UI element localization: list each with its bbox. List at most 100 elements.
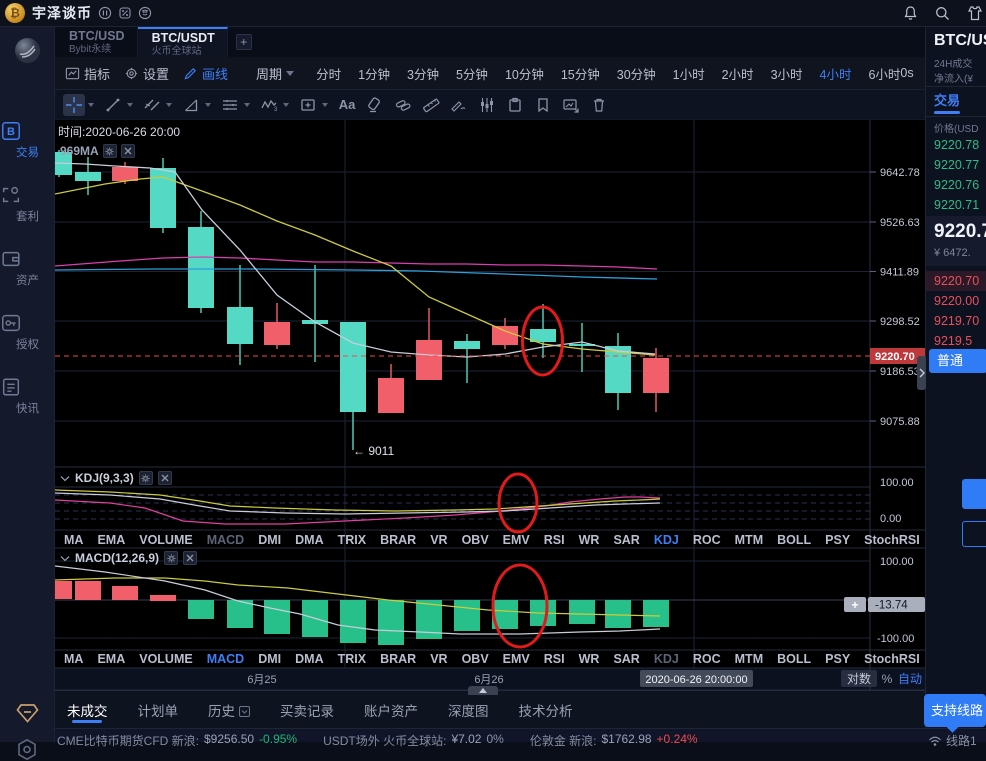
sidebar-item-trade[interactable]: B 交易	[0, 120, 55, 160]
macd-settings-gear-icon[interactable]	[164, 551, 179, 565]
indicator-button[interactable]: 指标	[65, 64, 110, 83]
trade-tab[interactable]: 交易	[934, 93, 961, 108]
timeframe-option-8[interactable]: 2小时	[721, 67, 754, 82]
indicator-tab-obv[interactable]: OBV	[461, 652, 489, 666]
bell-icon[interactable]	[902, 5, 919, 22]
wave-tool[interactable]: 3	[258, 94, 280, 116]
indicator-tab-wr[interactable]: WR	[578, 533, 600, 547]
sidebar-item-arbitrage[interactable]: 套利	[0, 184, 55, 224]
settings-button[interactable]: 设置	[124, 64, 169, 83]
timeframe-option-7[interactable]: 1小时	[672, 67, 705, 82]
indicator-tab-obv[interactable]: OBV	[461, 533, 489, 547]
chart-area[interactable]: 9642.78 9526.63 9411.89 9298.52 9186.53 9075.…	[55, 120, 986, 690]
macd-close-icon[interactable]	[183, 551, 198, 565]
chevron-down-icon[interactable]	[88, 102, 94, 107]
bid-price-row[interactable]: 9219.5	[934, 334, 973, 348]
chevron-down-icon[interactable]	[166, 102, 172, 107]
timeframe-option-6[interactable]: 30分钟	[616, 67, 656, 82]
indicator-tab-brar[interactable]: BRAR	[380, 533, 417, 547]
bid-price-row[interactable]: 9219.70	[934, 314, 980, 328]
indicator-tab-boll[interactable]: BOLL	[777, 652, 812, 666]
indicator-tab-trix[interactable]: TRIX	[337, 652, 367, 666]
indicator-tab-mtm[interactable]: MTM	[734, 652, 764, 666]
bid-price-row[interactable]: 9220.70	[926, 271, 986, 291]
indicator-tab-emv[interactable]: EMV	[502, 652, 530, 666]
indicator-tab-macd[interactable]: MACD	[206, 652, 245, 666]
indicator-tab-sar[interactable]: SAR	[613, 533, 640, 547]
buy-action-button[interactable]	[962, 479, 986, 509]
indicator-tab-wr[interactable]: WR	[578, 652, 600, 666]
chevron-down-icon[interactable]	[205, 102, 211, 107]
screenshot-tool[interactable]	[560, 94, 582, 116]
panel-collapse-arrow[interactable]	[917, 356, 926, 390]
bottom-tab-3[interactable]: 买卖记录	[280, 691, 334, 729]
coin-status-icon[interactable]	[98, 6, 112, 20]
indicator-tab-kdj[interactable]: KDJ	[653, 652, 679, 666]
eraser-tool[interactable]	[364, 94, 386, 116]
timeframe-option-4[interactable]: 10分钟	[504, 67, 544, 82]
timeframe-option-1[interactable]: 1分钟	[358, 67, 391, 82]
timeframe-option-2[interactable]: 3分钟	[407, 67, 439, 82]
brand-logo-icon[interactable]	[14, 37, 41, 64]
indicator-tab-kdj[interactable]: KDJ	[653, 533, 679, 547]
indicator-tab-sar[interactable]: SAR	[613, 652, 640, 666]
timeframe-option-3[interactable]: 5分钟	[455, 67, 488, 82]
app-logo-icon[interactable]: ₿	[5, 3, 25, 23]
indicator-tab-rsi[interactable]: RSI	[543, 652, 565, 666]
indicator-tab-volume[interactable]: VOLUME	[139, 652, 193, 666]
expand-panel-handle[interactable]	[468, 686, 498, 695]
indicator-tab-ma[interactable]: MA	[64, 533, 84, 547]
add-symbol-tab-button[interactable]: +	[235, 34, 252, 50]
delete-tool[interactable]	[588, 94, 610, 116]
timeframe-option-11[interactable]: 6小时	[868, 67, 901, 82]
clipboard-tool[interactable]	[504, 94, 526, 116]
bars-pattern-tool[interactable]	[476, 94, 498, 116]
ask-price-row[interactable]: 9220.77	[934, 158, 980, 172]
indicator-tab-volume[interactable]: VOLUME	[139, 533, 193, 547]
kdj-settings-gear-icon[interactable]	[138, 471, 153, 485]
phone-icon[interactable]	[138, 6, 152, 20]
pen-tool[interactable]	[448, 94, 470, 116]
vest-icon[interactable]	[966, 5, 984, 22]
bottom-tab-2[interactable]: 历史	[208, 691, 250, 729]
chevron-down-icon[interactable]	[60, 555, 70, 562]
chevron-down-icon[interactable]	[127, 102, 133, 107]
secondary-action-button[interactable]	[962, 521, 986, 547]
angle-tool[interactable]	[180, 94, 202, 116]
shield-percent-icon[interactable]	[118, 6, 132, 20]
timeframe-option-5[interactable]: 15分钟	[560, 67, 600, 82]
indicator-tab-dma[interactable]: DMA	[295, 533, 324, 547]
bottom-tab-5[interactable]: 深度图	[448, 691, 489, 729]
parallel-channel-tool[interactable]	[141, 94, 163, 116]
indicator-tab-dmi[interactable]: DMI	[258, 533, 282, 547]
sidebar-item-news[interactable]: 快讯	[0, 376, 55, 416]
indicator-tab-roc[interactable]: ROC	[692, 652, 721, 666]
indicator-tab-psy[interactable]: PSY	[825, 652, 851, 666]
indicator-tab-dmi[interactable]: DMI	[258, 652, 282, 666]
gem-icon[interactable]	[16, 702, 39, 724]
sidebar-item-authorize[interactable]: 授权	[0, 312, 55, 352]
bookmark-tool[interactable]	[532, 94, 554, 116]
indicator-tab-mtm[interactable]: MTM	[734, 533, 764, 547]
timeframe-option-9[interactable]: 3小时	[770, 67, 803, 82]
indicator-tab-ema[interactable]: EMA	[97, 533, 126, 547]
indicator-tab-dma[interactable]: DMA	[295, 652, 324, 666]
sidebar-item-assets[interactable]: 资产	[0, 248, 55, 288]
indicator-tab-roc[interactable]: ROC	[692, 533, 721, 547]
indicator-tab-ma[interactable]: MA	[64, 652, 84, 666]
text-tool[interactable]: Aa	[338, 97, 356, 112]
indicator-tab-stochrsi[interactable]: StochRSI	[864, 652, 920, 666]
settings-hex-icon[interactable]	[16, 738, 38, 761]
indicator-tab-vr[interactable]: VR	[430, 533, 448, 547]
indicator-tab-psy[interactable]: PSY	[825, 533, 851, 547]
indicator-tab-stochrsi[interactable]: StochRSI	[864, 533, 920, 547]
bottom-tab-0[interactable]: 未成交	[67, 691, 108, 729]
bottom-tab-4[interactable]: 账户资产	[364, 691, 418, 729]
ma-close-icon[interactable]	[120, 144, 135, 158]
bottom-tab-6[interactable]: 技术分析	[519, 691, 573, 729]
magnet-tool[interactable]	[392, 94, 414, 116]
kdj-close-icon[interactable]	[157, 471, 172, 485]
chevron-down-icon[interactable]	[244, 102, 250, 107]
chevron-down-icon[interactable]	[60, 475, 70, 482]
indicator-tab-rsi[interactable]: RSI	[543, 533, 565, 547]
